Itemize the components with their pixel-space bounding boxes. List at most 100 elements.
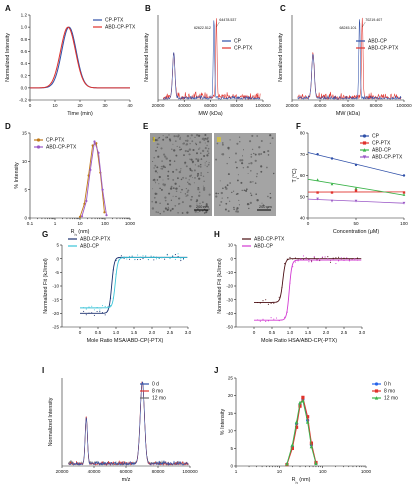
particle [217, 192, 219, 195]
data-point [290, 442, 295, 447]
particle [201, 149, 205, 153]
data-point [137, 254, 139, 256]
particle [190, 174, 193, 177]
x-tick-label: 20000 [152, 103, 165, 108]
particle [172, 178, 175, 181]
particle [198, 148, 200, 150]
data-point [169, 258, 171, 260]
particle [250, 153, 253, 156]
particle [189, 167, 192, 170]
particle [219, 204, 221, 206]
particle [205, 204, 208, 207]
y-tick-label: -30 [226, 297, 233, 302]
peak-annotation: 68245.101 [340, 26, 357, 30]
panel-H: 0 0.5 1.0 1.5 2.0 2.5 3.0 -50 -40 -30 -20 -10 0 10 Mol… [217, 237, 366, 344]
particle [200, 172, 203, 174]
data-point [142, 258, 144, 260]
particle [224, 208, 227, 211]
legend-label: 0 h [384, 382, 391, 388]
data-point [294, 425, 299, 429]
particle [178, 202, 181, 205]
data-point [112, 297, 114, 299]
data-point [177, 253, 179, 255]
x-axis-label: Rh (nm) [292, 477, 311, 485]
x-tick-label: 20 [77, 103, 83, 108]
particle [175, 195, 177, 198]
data-point [354, 186, 358, 190]
data-point [340, 257, 342, 259]
particle [191, 177, 193, 179]
x-tick-label: 100 [101, 221, 109, 226]
particle [171, 207, 174, 210]
particle [153, 156, 155, 159]
data-point [356, 257, 359, 259]
y-tick-label: 10 [22, 159, 28, 164]
particle [198, 177, 201, 180]
particle [174, 204, 177, 207]
particle [186, 134, 190, 138]
data-point [118, 257, 120, 259]
y-tick-label: -10 [52, 284, 59, 289]
data-point [128, 255, 131, 257]
x-tick-label: 100000 [255, 103, 271, 108]
y-tick-label: -0.2 [19, 98, 27, 103]
data-point [112, 269, 114, 271]
data-point [139, 258, 141, 260]
data-point [95, 142, 98, 145]
particle [155, 211, 157, 213]
y-tick-label: 60 [300, 173, 306, 178]
legend-label: ABD-CP [80, 244, 100, 250]
particle [251, 148, 254, 151]
data-point [330, 157, 334, 160]
particle [260, 165, 263, 168]
x-tick-label: 1 [54, 221, 57, 226]
x-axis-label: Mole Ratio MSA/ABD-CP(-PTX) [87, 338, 164, 344]
particle [269, 142, 272, 145]
particle [152, 188, 154, 190]
micrograph-panel: I II 200 nm 200 nm [150, 133, 276, 216]
data-point [311, 260, 313, 262]
legend-marker [362, 155, 367, 159]
legend-marker [362, 148, 367, 152]
legend-label: CP-PTX [234, 46, 253, 52]
data-point [289, 256, 291, 258]
particle [200, 152, 202, 154]
data-point [123, 257, 125, 260]
particle [152, 137, 155, 139]
particle [196, 203, 198, 205]
particle [184, 163, 186, 165]
particle [167, 203, 169, 205]
particle [216, 142, 219, 145]
data-point [351, 258, 353, 260]
y-tick-label: 70 [300, 152, 306, 157]
x-tick-label: 80000 [370, 103, 383, 108]
y-axis-label-subscript: t [295, 177, 300, 179]
data-point [301, 395, 305, 399]
legend-marker [374, 396, 379, 400]
x-tick-label: 20000 [286, 103, 299, 108]
particle [164, 166, 166, 169]
x-tick-label: 1.5 [305, 330, 312, 335]
x-tick-label: 0.5 [95, 330, 102, 335]
data-point [402, 201, 406, 205]
particle [154, 138, 157, 142]
particle [156, 146, 158, 148]
data-point [147, 259, 149, 261]
data-point [335, 257, 337, 259]
particle [258, 146, 261, 149]
particle [222, 142, 224, 144]
data-point [182, 258, 185, 261]
particle [172, 195, 174, 197]
data-point [286, 258, 288, 260]
x-tick-label: 80000 [152, 469, 165, 474]
particle [219, 180, 221, 182]
particle [154, 164, 157, 167]
particle [238, 204, 240, 206]
data-point [306, 415, 310, 419]
particle [238, 199, 240, 201]
particle [160, 168, 162, 170]
panel-B: 20000 40000 60000 80000 100000 MW (kDa) Normal… [144, 15, 271, 117]
particle [171, 148, 173, 151]
particle [225, 202, 228, 205]
